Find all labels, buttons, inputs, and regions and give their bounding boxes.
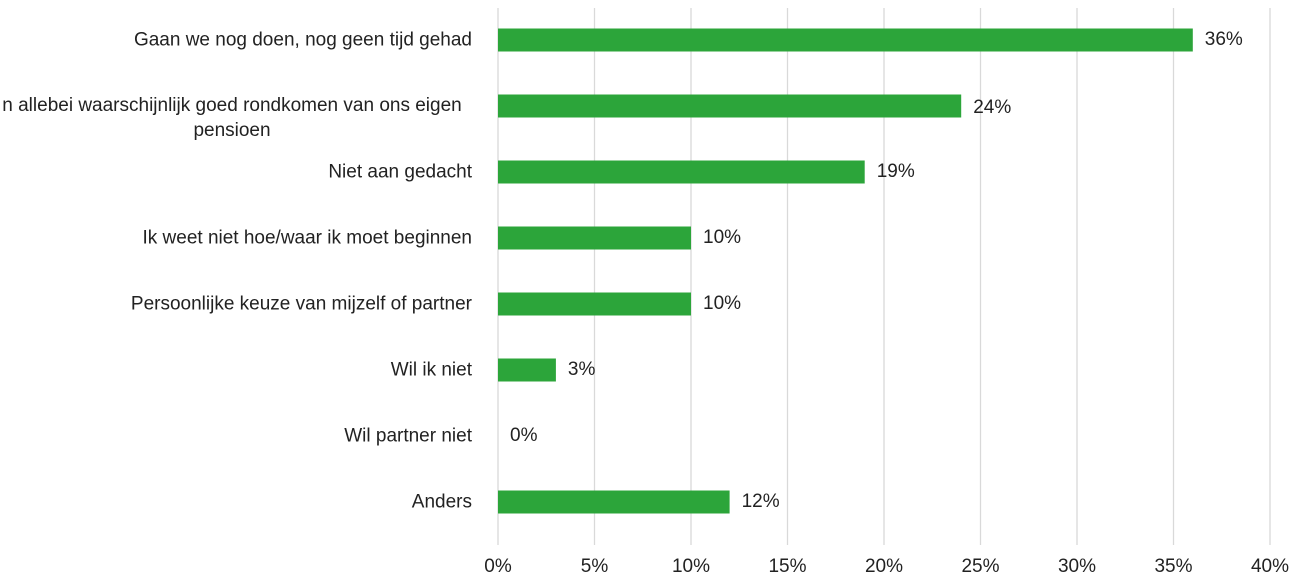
value-label: 36%: [1205, 29, 1243, 50]
y-tick-label: Niet aan gedacht: [328, 161, 472, 183]
bar: [498, 490, 730, 514]
y-tick-label: n allebei waarschijnlijk goed rondkomen …: [2, 95, 462, 141]
value-label: 12%: [742, 491, 780, 512]
y-tick-label: Ik weet niet hoe/waar ik moet beginnen: [142, 227, 472, 249]
bar: [498, 292, 691, 316]
value-label: 10%: [703, 227, 741, 248]
bar: [498, 28, 1193, 52]
x-tick-label: 5%: [581, 556, 609, 577]
value-label: 24%: [973, 97, 1011, 118]
y-tick-label: Wil partner niet: [344, 425, 472, 447]
x-tick-label: 15%: [768, 556, 806, 577]
value-label: 3%: [568, 359, 596, 380]
bar: [498, 160, 865, 184]
bar: [498, 226, 691, 250]
bar: [498, 358, 556, 382]
x-tick-label: 20%: [865, 556, 903, 577]
value-label: 0%: [510, 425, 538, 446]
y-tick-label: Anders: [411, 491, 472, 513]
value-label: 10%: [703, 293, 741, 314]
x-tick-label: 0%: [484, 556, 512, 577]
y-tick-label: Gaan we nog doen, nog geen tijd gehad: [133, 29, 472, 51]
value-label: 19%: [877, 161, 915, 182]
bar: [498, 94, 962, 118]
x-tick-label: 30%: [1058, 556, 1096, 577]
x-tick-label: 35%: [1154, 556, 1192, 577]
x-tick-label: 10%: [672, 556, 710, 577]
x-tick-label: 25%: [961, 556, 999, 577]
x-tick-label: 40%: [1251, 556, 1289, 577]
y-tick-label: Wil ik niet: [390, 359, 472, 381]
y-tick-label: Persoonlijke keuze van mijzelf of partne…: [130, 293, 472, 315]
